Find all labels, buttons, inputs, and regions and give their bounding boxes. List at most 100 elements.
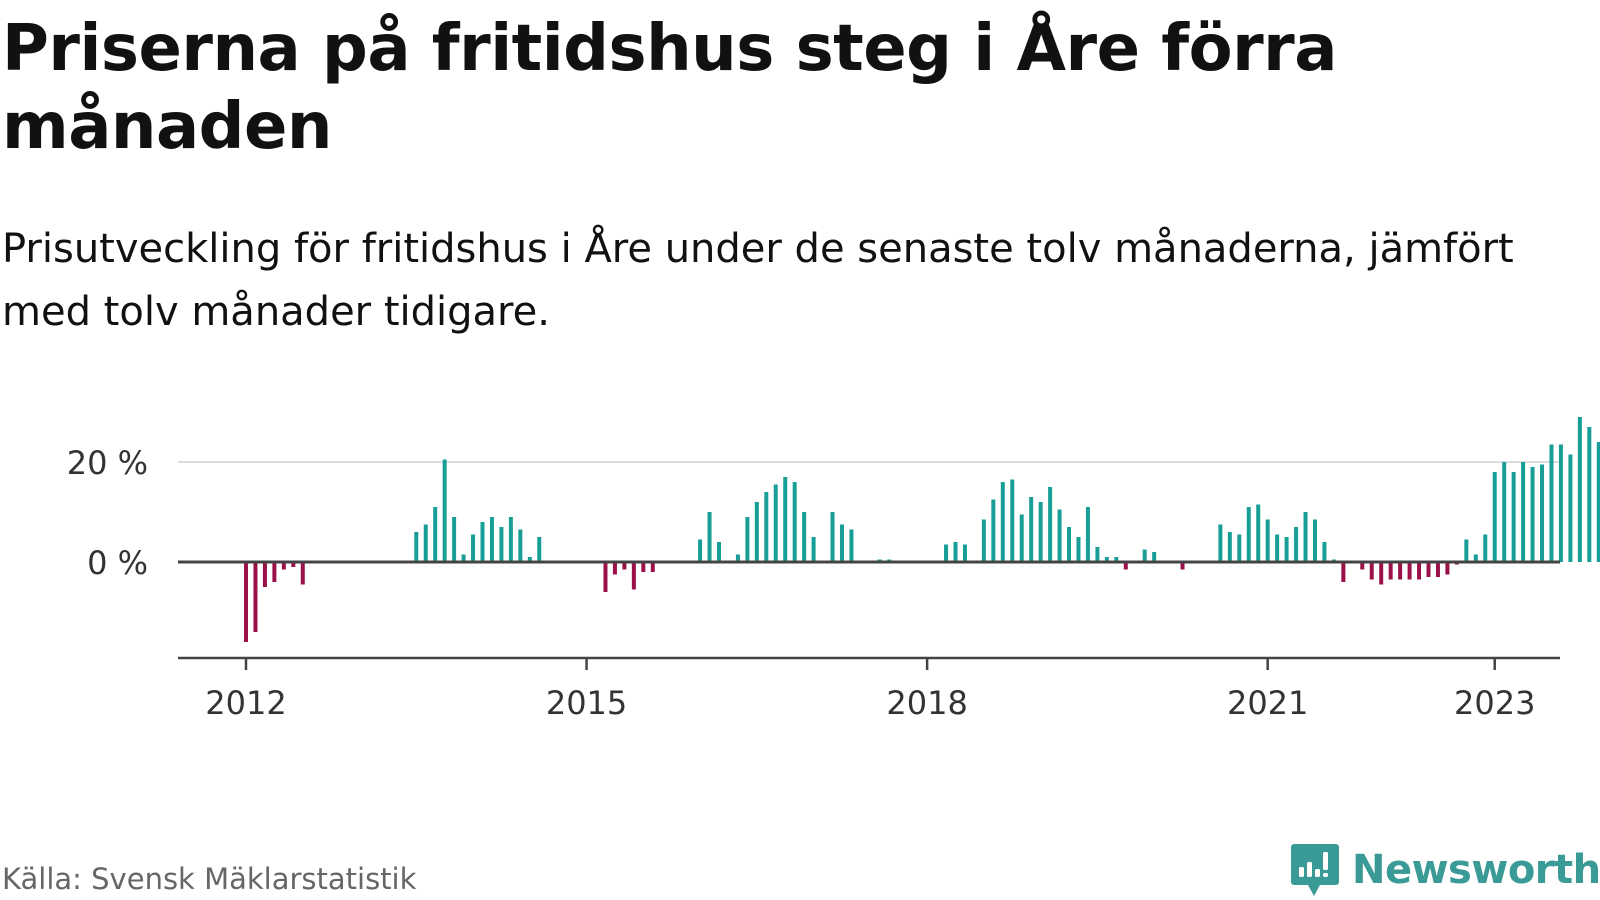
bar	[499, 527, 504, 562]
bar	[300, 562, 305, 585]
bar	[480, 522, 485, 562]
bar	[631, 562, 636, 590]
bar	[1445, 562, 1450, 575]
bar	[1237, 534, 1242, 562]
bar	[1549, 444, 1554, 562]
bars	[244, 417, 1600, 642]
brand[interactable]: Newsworthy	[1290, 842, 1600, 898]
bar	[773, 484, 778, 562]
bar	[1057, 509, 1062, 562]
bar	[1577, 417, 1582, 562]
axes	[178, 560, 1560, 670]
bar	[262, 562, 267, 587]
bar	[1369, 562, 1374, 580]
bar	[1256, 504, 1261, 562]
bar	[981, 519, 986, 562]
bar	[1464, 539, 1469, 562]
bar	[1322, 542, 1327, 562]
bar	[792, 482, 797, 562]
bar	[944, 544, 949, 562]
bar	[745, 517, 750, 562]
bar	[735, 554, 740, 562]
bar	[1000, 482, 1005, 562]
bar	[1180, 562, 1185, 570]
bar	[849, 529, 854, 562]
bar	[1568, 454, 1573, 562]
bar	[452, 517, 457, 562]
bar	[1558, 444, 1563, 562]
bar	[754, 502, 759, 562]
bar	[423, 524, 428, 562]
bar	[1152, 552, 1157, 562]
bar	[1398, 562, 1403, 580]
bar	[1294, 527, 1299, 562]
bar	[698, 539, 703, 562]
bar	[518, 529, 523, 562]
bar	[839, 524, 844, 562]
bar	[1142, 549, 1147, 562]
bar	[537, 537, 542, 562]
bar	[811, 537, 816, 562]
bar	[802, 512, 807, 562]
bar	[764, 492, 769, 562]
y-tick-label: 0 %	[87, 544, 148, 582]
bar	[1388, 562, 1393, 580]
newsworthy-logo-icon	[1291, 844, 1339, 896]
bar	[1275, 534, 1280, 562]
x-tick-label: 2021	[1227, 684, 1308, 722]
bar	[1502, 462, 1507, 562]
bar	[603, 562, 608, 592]
bar	[471, 534, 476, 562]
bar	[641, 562, 646, 572]
brand-name: Newsworthy	[1352, 847, 1600, 893]
bar	[1085, 507, 1090, 562]
bar	[1521, 462, 1526, 562]
bar	[253, 562, 258, 632]
bar	[1048, 487, 1053, 562]
bar	[1312, 519, 1317, 562]
x-tick-label: 2023	[1454, 684, 1535, 722]
bar	[461, 554, 466, 562]
bar	[1473, 554, 1478, 562]
bar	[1284, 537, 1289, 562]
bar	[1341, 562, 1346, 582]
bar	[1265, 519, 1270, 562]
bar	[489, 517, 494, 562]
bar	[991, 499, 996, 562]
bar	[272, 562, 277, 582]
bar	[1227, 532, 1232, 562]
bar	[1218, 524, 1223, 562]
chart-subtitle: Prisutveckling för fritidshus i Åre unde…	[2, 226, 1514, 335]
bar	[433, 507, 438, 562]
labels: 0 %20 %201220152018202120238 %	[67, 444, 1536, 722]
bar	[622, 562, 627, 570]
bar	[1596, 442, 1600, 562]
chart-title: Priserna på fritidshus steg i Åre förra …	[2, 12, 1337, 164]
bar	[1483, 534, 1488, 562]
bar	[414, 532, 419, 562]
bar	[244, 562, 248, 642]
bar	[1492, 472, 1497, 562]
bar	[830, 512, 835, 562]
bar	[1019, 514, 1024, 562]
bar	[1123, 562, 1128, 570]
bar	[1095, 547, 1100, 562]
bar	[281, 562, 286, 570]
bar	[1114, 557, 1119, 562]
x-tick-label: 2018	[886, 684, 967, 722]
bar	[442, 459, 447, 562]
bar	[1426, 562, 1431, 577]
bar	[953, 542, 958, 562]
bar	[291, 562, 296, 567]
bar	[508, 517, 513, 562]
y-tick-label: 20 %	[67, 444, 148, 482]
bar	[1511, 472, 1516, 562]
bar-chart: 0 %20 %201220152018202120238 %	[67, 417, 1600, 722]
bar	[1417, 562, 1422, 580]
bar	[1360, 562, 1365, 570]
bar	[1076, 537, 1081, 562]
bar	[1104, 557, 1109, 562]
bar	[1067, 527, 1072, 562]
bar	[1029, 497, 1034, 562]
x-tick-label: 2012	[205, 684, 286, 722]
